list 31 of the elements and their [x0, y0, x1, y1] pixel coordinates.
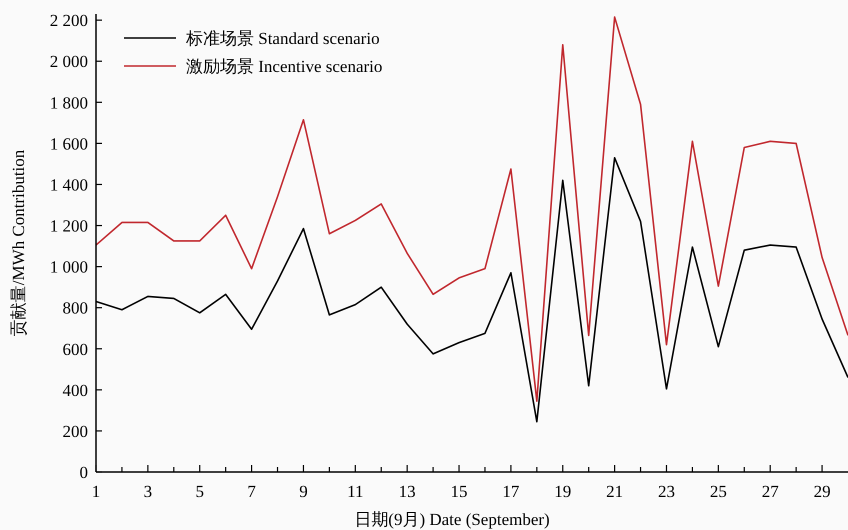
y-tick-label: 1 000 — [50, 258, 88, 277]
y-tick-label: 2 200 — [50, 11, 88, 30]
x-tick-label: 29 — [814, 482, 831, 501]
x-tick-label: 11 — [347, 482, 364, 501]
y-tick-label: 200 — [62, 422, 88, 441]
legend-label: 标准场景 Standard scenario — [185, 29, 380, 48]
x-tick-label: 25 — [710, 482, 727, 501]
x-tick-label: 19 — [554, 482, 572, 501]
y-tick-label: 0 — [80, 463, 88, 482]
legend-label: 激励场景 Incentive scenario — [186, 57, 382, 76]
y-tick-label: 400 — [62, 380, 88, 400]
x-tick-label: 9 — [299, 482, 308, 501]
y-tick-label: 1 200 — [50, 216, 88, 236]
x-tick-label: 17 — [502, 482, 520, 501]
x-tick-label: 23 — [658, 482, 675, 501]
y-tick-label: 1 600 — [50, 134, 88, 154]
y-tick-label: 1 400 — [50, 175, 88, 194]
x-tick-label: 7 — [247, 482, 256, 501]
x-tick-label: 13 — [398, 482, 416, 501]
x-tick-label: 5 — [195, 482, 204, 501]
x-tick-label: 1 — [92, 482, 100, 501]
y-tick-label: 1 800 — [50, 93, 88, 112]
x-tick-label: 21 — [606, 482, 624, 501]
y-tick-label: 600 — [62, 340, 88, 359]
x-tick-label: 15 — [450, 482, 468, 501]
x-axis-title: 日期(9月) Date (September) — [354, 510, 550, 529]
y-tick-label: 2 000 — [50, 52, 88, 72]
x-tick-label: 3 — [144, 482, 152, 501]
x-tick-label: 27 — [762, 482, 780, 501]
y-axis-title: 贡献量/MWh Contribution — [9, 149, 28, 336]
y-tick-label: 800 — [62, 298, 88, 318]
